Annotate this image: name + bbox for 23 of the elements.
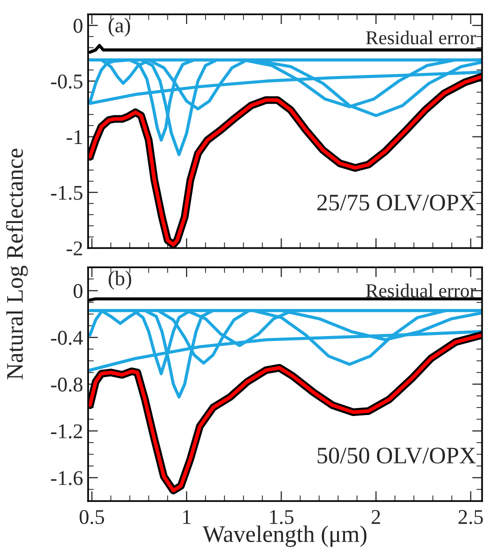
x-tick-label: 0.5 xyxy=(80,510,104,524)
x-tick-label: 1.5 xyxy=(270,510,294,524)
annotation: Residual error xyxy=(366,284,476,298)
y-tick-label: -0.5 xyxy=(51,74,82,89)
y-tick-label: -0.4 xyxy=(51,330,83,345)
y-tick-label: -0.8 xyxy=(51,378,82,392)
annotation: (b) xyxy=(108,270,132,290)
y-tick-label: -1 xyxy=(66,130,82,144)
x-tick-label: 2 xyxy=(372,510,380,524)
y-axis-title: Natural Log Reflectance xyxy=(6,148,28,380)
x-tick-label: 1 xyxy=(183,510,191,524)
annotation: (a) xyxy=(108,18,130,37)
x-tick-label: 2.5 xyxy=(458,510,483,524)
y-tick-label: -1.2 xyxy=(51,424,82,438)
annotation: 50/50 OLV/OPX xyxy=(318,448,476,464)
y-tick-label: -1.5 xyxy=(51,186,82,200)
x-axis-title: Wavelength (μm) xyxy=(202,526,366,547)
y-tick-label: -1.6 xyxy=(51,471,83,486)
y-tick-label: -2 xyxy=(66,241,82,256)
y-tick-label: 0 xyxy=(74,18,82,33)
annotation: Residual error xyxy=(366,30,476,44)
y-tick-label: 0 xyxy=(74,284,82,298)
annotation: 25/75 OLV/OPX xyxy=(317,194,476,211)
